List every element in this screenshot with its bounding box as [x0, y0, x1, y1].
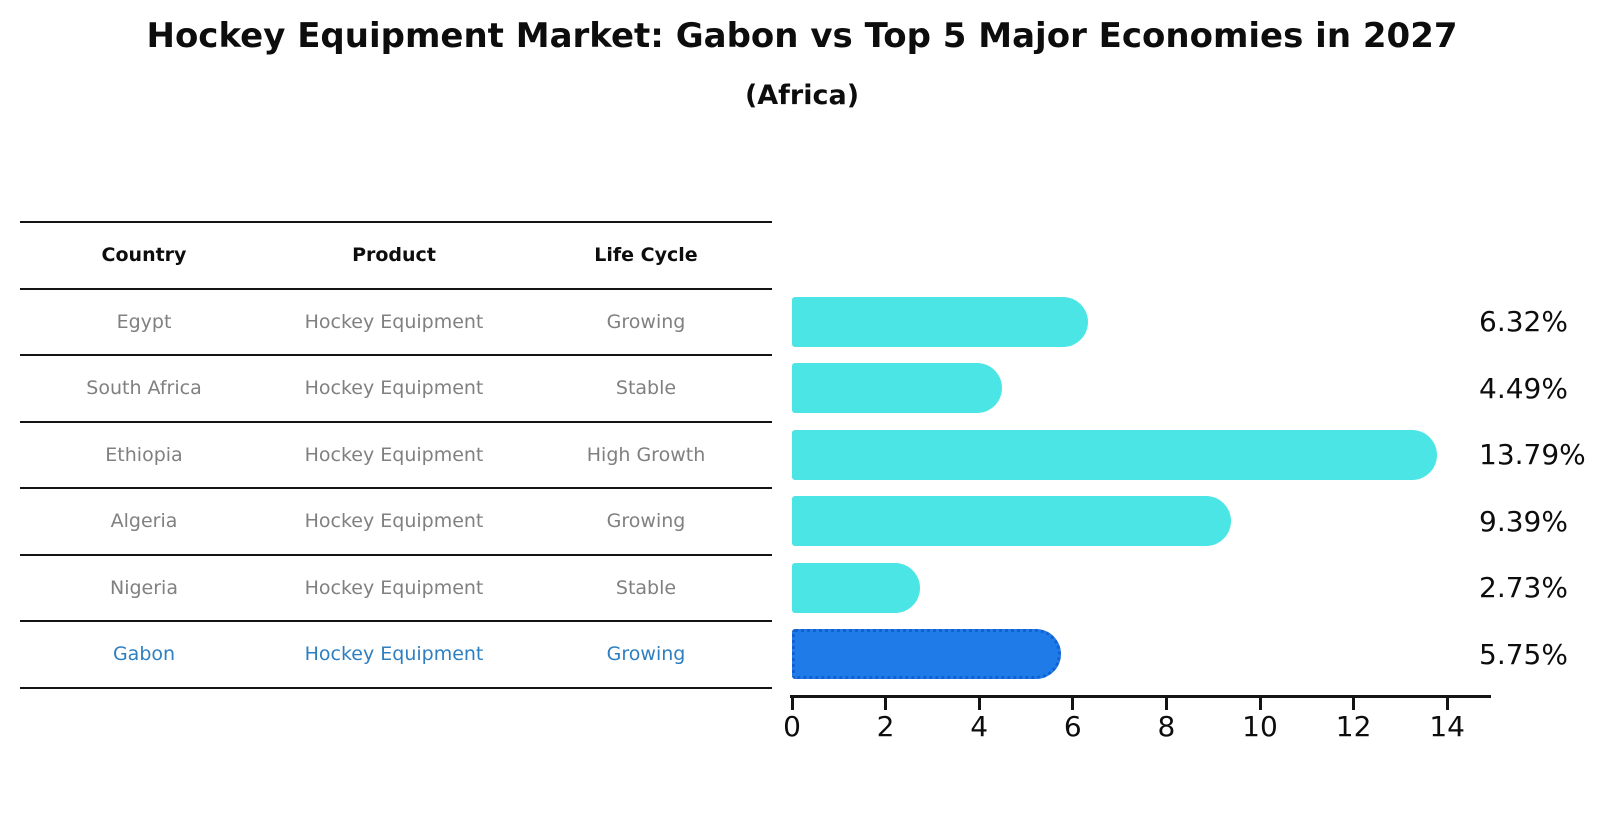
table-row: Algeria Hockey Equipment Growing	[20, 488, 772, 555]
table-row-cell: Growing	[606, 510, 686, 533]
chart-title: Hockey Equipment Market: Gabon vs Top 5 …	[146, 16, 1458, 56]
x-tick-label: 8	[1157, 710, 1176, 743]
x-tick-label: 4	[970, 710, 989, 743]
table-row-cell: South Africa	[86, 377, 202, 400]
x-tick-mark	[884, 698, 888, 710]
table-row-cell: Gabon	[112, 643, 176, 666]
x-tick-label: 6	[1063, 710, 1082, 743]
table-header-row-cell: Country	[101, 244, 187, 267]
table-row: Ethiopia Hockey Equipment High Growth	[20, 422, 772, 489]
bar-south-africa	[792, 363, 1003, 413]
table-row-cell: Growing	[606, 310, 686, 333]
table-header-row: Country Product Life Cycle	[20, 222, 772, 289]
bar-value-label: 4.49%	[1479, 371, 1568, 405]
bar-highlight-gabon	[792, 629, 1062, 679]
y-tick-mark	[754, 420, 772, 423]
table-row-cell: Hockey Equipment	[304, 643, 484, 666]
bar-value-label: 13.79%	[1479, 438, 1586, 472]
bar-algeria	[792, 496, 1232, 546]
y-tick-mark	[754, 487, 772, 489]
bar-egypt	[792, 296, 1088, 347]
table-row: South Africa Hockey Equipment Stable	[20, 355, 772, 422]
table-rule	[20, 686, 772, 689]
bar-ethiopia	[792, 429, 1438, 480]
table-rule	[20, 354, 772, 356]
y-tick-mark	[754, 287, 772, 290]
table-row-cell: Nigeria	[110, 576, 178, 599]
x-tick-mark	[1258, 698, 1262, 710]
table-rule	[20, 221, 772, 223]
table-row-cell: Algeria	[110, 510, 178, 533]
x-tick-mark	[1352, 698, 1356, 710]
x-tick-label: 0	[783, 710, 801, 743]
table-rule	[20, 420, 772, 423]
table-row-cell: Hockey Equipment	[304, 510, 484, 533]
table-row: Gabon Hockey Equipment Growing	[20, 621, 772, 688]
bar-value-label: 5.75%	[1479, 637, 1568, 671]
table-row-cell: Growing	[606, 643, 686, 666]
bar-value-label: 9.39%	[1479, 504, 1568, 538]
table-row-cell: Stable	[615, 576, 677, 599]
x-tick-mark	[1071, 698, 1075, 710]
table-row-cell: Ethiopia	[105, 443, 183, 466]
x-tick-mark	[1164, 698, 1168, 710]
table-rule	[20, 287, 772, 290]
x-tick-mark	[790, 698, 794, 710]
y-tick-mark	[754, 686, 772, 689]
table-row-cell: Hockey Equipment	[304, 377, 484, 400]
chart-subtitle: (Africa)	[744, 80, 860, 111]
x-tick-label: 10	[1242, 710, 1278, 743]
table-row-cell: Egypt	[116, 310, 172, 333]
table-row-cell: Hockey Equipment	[304, 443, 484, 466]
bar-value-label: 2.73%	[1479, 571, 1568, 605]
x-tick-mark	[1445, 698, 1449, 710]
table-row: Egypt Hockey Equipment Growing	[20, 289, 772, 356]
table-row-cell: High Growth	[586, 443, 706, 466]
x-tick-label: 12	[1335, 710, 1372, 743]
x-axis-line	[790, 695, 1492, 698]
y-tick-mark	[754, 354, 772, 356]
table-rule	[20, 620, 772, 622]
table-row-cell: Hockey Equipment	[304, 576, 484, 599]
table-row-cell: Stable	[615, 377, 677, 400]
x-tick-label: 14	[1429, 710, 1465, 743]
table-header-row-cell: Product	[352, 244, 436, 267]
bar-value-label: 6.32%	[1479, 305, 1568, 339]
y-tick-mark	[754, 620, 772, 622]
table-row-cell: Hockey Equipment	[304, 310, 484, 333]
bar-nigeria	[792, 562, 920, 613]
x-tick-label: 2	[876, 710, 895, 743]
table-rule	[20, 553, 772, 556]
y-tick-mark	[754, 553, 772, 556]
table-header-row-cell: Life Cycle	[594, 244, 698, 267]
table-row: Nigeria Hockey Equipment Stable	[20, 555, 772, 622]
x-tick-mark	[977, 698, 981, 710]
table-rule	[20, 487, 772, 489]
